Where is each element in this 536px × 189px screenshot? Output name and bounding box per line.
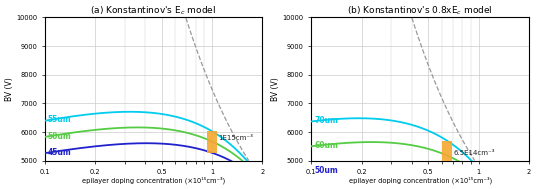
Title: (b) Konstantinov's 0.8xE$_c$ model: (b) Konstantinov's 0.8xE$_c$ model <box>347 5 493 17</box>
Text: 50um: 50um <box>314 166 338 175</box>
Bar <box>207 131 217 153</box>
Title: (a) Konstantinov's E$_c$ model: (a) Konstantinov's E$_c$ model <box>91 5 217 17</box>
Text: 6.5E14cm⁻³: 6.5E14cm⁻³ <box>454 150 495 156</box>
Text: 45um: 45um <box>48 148 71 157</box>
Text: 50um: 50um <box>48 132 71 140</box>
X-axis label: epilayer doping concentration (×10¹⁵cm⁻³): epilayer doping concentration (×10¹⁵cm⁻³… <box>348 177 492 184</box>
Text: 70um: 70um <box>314 116 338 125</box>
Text: 60um: 60um <box>314 141 338 150</box>
Y-axis label: BV (V): BV (V) <box>271 77 280 101</box>
X-axis label: epilayer doping concentration (×10¹⁵cm⁻³): epilayer doping concentration (×10¹⁵cm⁻³… <box>82 177 225 184</box>
Text: 55um: 55um <box>48 115 71 124</box>
Y-axis label: BV (V): BV (V) <box>5 77 14 101</box>
Bar <box>442 141 452 173</box>
Text: 1E15cm⁻³: 1E15cm⁻³ <box>219 135 254 141</box>
